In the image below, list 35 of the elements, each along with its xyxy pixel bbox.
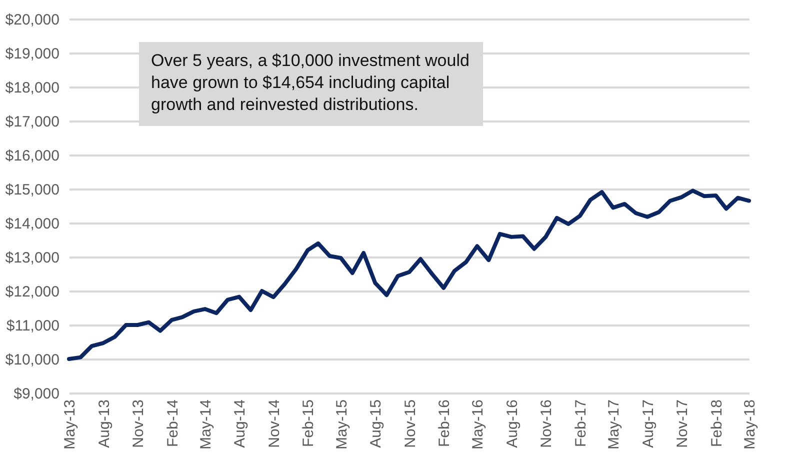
- x-tick-label: May-15: [333, 400, 350, 450]
- y-tick-label: $16,000: [5, 148, 60, 164]
- y-tick-label: $11,000: [6, 318, 60, 334]
- x-tick-label: Nov-14: [266, 400, 283, 448]
- line-series: [67, 188, 751, 361]
- x-tick-label: Aug-17: [640, 400, 657, 448]
- x-tick-label: Feb-16: [436, 400, 454, 448]
- x-tick-label: May-16: [470, 400, 487, 450]
- x-tick-label: Aug-15: [368, 400, 385, 448]
- y-tick-label: $15,000: [5, 182, 60, 198]
- x-tick-label: Aug-16: [504, 400, 521, 448]
- x-tick-label: May-17: [606, 400, 623, 450]
- x-tick-label: Feb-18: [708, 400, 726, 448]
- x-tick-label: Feb-15: [300, 400, 318, 448]
- x-tick-label: Aug-13: [96, 400, 113, 448]
- y-tick-label: $12,000: [5, 284, 60, 300]
- y-tick-label: $14,000: [5, 216, 60, 232]
- y-tick-label: $17,000: [5, 114, 60, 130]
- x-tick-label: Nov-17: [674, 400, 692, 448]
- x-tick-label: Feb-17: [572, 400, 590, 448]
- x-tick-label: Nov-15: [402, 400, 419, 448]
- y-tick-label: $13,000: [5, 250, 60, 266]
- x-tick-label: May-18: [742, 400, 758, 450]
- x-tick-label: Nov-16: [538, 400, 556, 448]
- y-tick-label: $20,000: [5, 12, 60, 28]
- note-box: Over 5 years, a $10,000 investment would have grown to $14,654 including capital growth and reinvested distributions.: [139, 42, 483, 126]
- y-tick-label: $9,000: [14, 386, 60, 402]
- x-tick-label: May-14: [197, 400, 214, 450]
- y-tick-label: $10,000: [5, 352, 60, 368]
- y-tick-label: $18,000: [5, 80, 60, 96]
- x-tick-label: May-13: [62, 400, 78, 450]
- y-tick-label: $19,000: [5, 46, 60, 62]
- x-tick-label: Aug-14: [232, 400, 249, 448]
- x-tick-label: Nov-13: [130, 400, 148, 448]
- x-tick-label: Feb-14: [164, 400, 182, 448]
